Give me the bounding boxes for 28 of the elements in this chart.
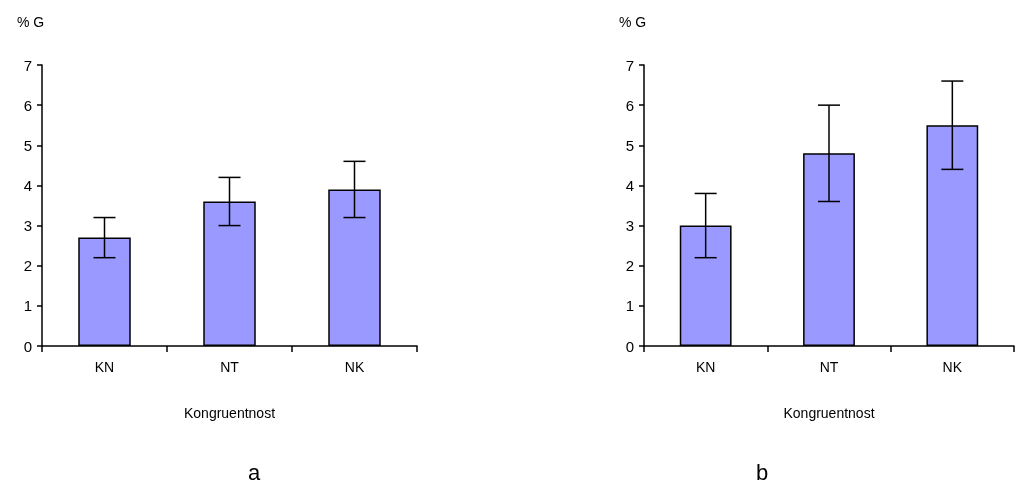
y-tick-label: 2 xyxy=(23,257,32,275)
x-axis-title: Kongruentnost xyxy=(783,405,875,421)
y-tick-label: 7 xyxy=(625,56,634,74)
y-tick-label: 5 xyxy=(625,136,634,154)
x-tick-label: NT xyxy=(819,359,839,375)
y-tick-label: 0 xyxy=(23,337,32,355)
x-tick-label: KN xyxy=(695,359,716,375)
y-tick-label: 6 xyxy=(625,96,634,114)
x-axis-title: Kongruentnost xyxy=(183,405,276,421)
text: a xyxy=(247,459,261,485)
y-tick-label: 7 xyxy=(23,56,32,74)
y-tick-label: 4 xyxy=(625,176,634,194)
y-tick-label: 3 xyxy=(23,217,32,235)
x-tick-label: NT xyxy=(220,359,240,375)
y-axis-title: % G xyxy=(619,14,647,30)
x-tick-label: NK xyxy=(344,359,365,375)
x-tick-label: KN xyxy=(94,359,115,375)
y-tick-label: 3 xyxy=(625,217,634,235)
y-tick-label: 5 xyxy=(23,136,32,154)
y-axis-title: % G xyxy=(17,14,45,30)
y-tick-label: 2 xyxy=(625,257,634,275)
y-tick-label: 6 xyxy=(23,96,32,114)
y-tick-label: 1 xyxy=(625,297,634,315)
x-tick-label: NK xyxy=(942,359,963,375)
y-tick-label: 1 xyxy=(23,297,32,315)
text: b xyxy=(755,459,769,485)
y-tick-label: 0 xyxy=(625,337,634,355)
y-tick-label: 4 xyxy=(23,176,32,194)
